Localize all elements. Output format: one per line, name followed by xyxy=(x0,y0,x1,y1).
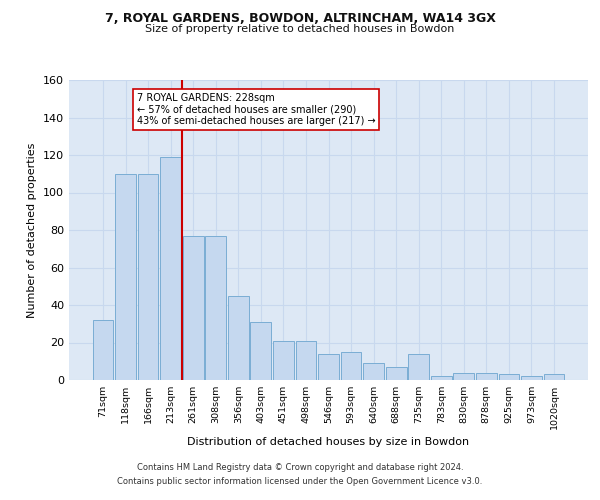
Bar xyxy=(341,352,361,380)
Bar xyxy=(318,354,339,380)
Bar xyxy=(296,340,316,380)
Bar xyxy=(454,372,474,380)
Text: Size of property relative to detached houses in Bowdon: Size of property relative to detached ho… xyxy=(145,24,455,34)
Bar xyxy=(476,372,497,380)
Bar xyxy=(386,367,407,380)
Bar xyxy=(363,363,384,380)
Bar xyxy=(409,354,429,380)
Bar xyxy=(431,376,452,380)
Y-axis label: Number of detached properties: Number of detached properties xyxy=(28,142,37,318)
Bar xyxy=(115,174,136,380)
Text: Contains public sector information licensed under the Open Government Licence v3: Contains public sector information licen… xyxy=(118,477,482,486)
Bar xyxy=(160,157,181,380)
Text: Contains HM Land Registry data © Crown copyright and database right 2024.: Contains HM Land Registry data © Crown c… xyxy=(137,464,463,472)
Bar xyxy=(205,236,226,380)
Bar xyxy=(228,296,248,380)
Bar xyxy=(544,374,565,380)
Bar xyxy=(137,174,158,380)
Bar xyxy=(183,236,203,380)
X-axis label: Distribution of detached houses by size in Bowdon: Distribution of detached houses by size … xyxy=(187,438,470,448)
Text: 7 ROYAL GARDENS: 228sqm
← 57% of detached houses are smaller (290)
43% of semi-d: 7 ROYAL GARDENS: 228sqm ← 57% of detache… xyxy=(137,93,376,126)
Bar xyxy=(250,322,271,380)
Bar xyxy=(499,374,520,380)
Bar xyxy=(92,320,113,380)
Bar xyxy=(521,376,542,380)
Bar xyxy=(273,340,294,380)
Text: 7, ROYAL GARDENS, BOWDON, ALTRINCHAM, WA14 3GX: 7, ROYAL GARDENS, BOWDON, ALTRINCHAM, WA… xyxy=(104,12,496,26)
